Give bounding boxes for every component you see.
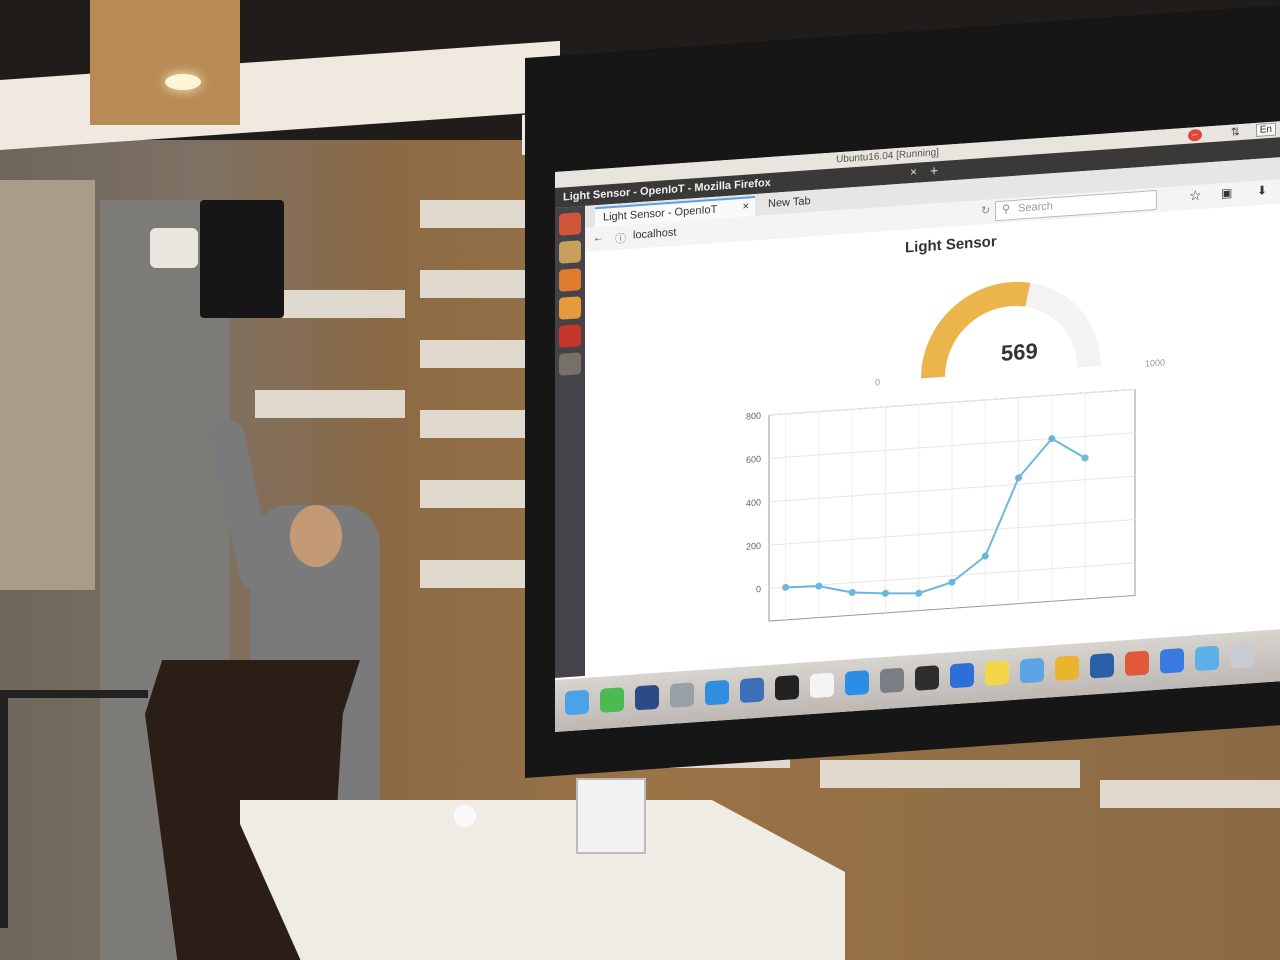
light-gauge	[921, 281, 1101, 379]
calendar-icon[interactable]	[810, 672, 834, 699]
ceiling-downlight	[165, 74, 201, 90]
search-icon: ⚲	[1002, 203, 1011, 216]
chrome-icon[interactable]	[1055, 655, 1079, 682]
ubuntu-launcher	[555, 205, 585, 678]
data-point	[815, 582, 823, 590]
emergency-light	[150, 228, 198, 268]
data-point	[1015, 474, 1023, 482]
tab-label: New Tab	[768, 195, 811, 211]
notes-icon[interactable]	[985, 660, 1009, 686]
files-icon[interactable]	[559, 240, 581, 264]
preferences-icon[interactable]	[880, 667, 904, 694]
series-line	[785, 437, 1086, 595]
data-point	[881, 589, 889, 597]
gauge-value: 569	[1001, 338, 1038, 366]
wechat-icon[interactable]	[600, 687, 624, 713]
url-bar[interactable]: localhost	[633, 226, 677, 242]
finder-icon[interactable]	[565, 689, 589, 716]
download-icon[interactable]: ⬇	[1257, 183, 1268, 198]
data-point	[848, 588, 856, 596]
info-icon[interactable]: ⓘ	[615, 233, 626, 246]
photoshop-icon[interactable]	[635, 684, 659, 711]
y-tick-label: 600	[746, 454, 761, 465]
firefox-icon[interactable]	[559, 268, 581, 292]
nas-device	[576, 778, 646, 854]
projected-desktop: Ubuntu16.04 [Running] – ⇅ En Light Senso…	[555, 121, 1280, 733]
new-tab-button[interactable]: +	[930, 162, 939, 179]
data-point	[915, 589, 923, 597]
presenter-head	[290, 505, 342, 567]
xmind-icon[interactable]	[1125, 650, 1149, 677]
y-tick-label: 0	[756, 584, 761, 594]
wall-slat	[820, 760, 1080, 788]
keynote-icon[interactable]	[950, 662, 974, 689]
dash-icon[interactable]	[559, 212, 581, 236]
light-bulb	[454, 805, 476, 827]
settings-icon[interactable]	[559, 324, 581, 348]
software-icon[interactable]	[559, 296, 581, 320]
gauge-min-label: 0	[875, 377, 881, 388]
bookmark-star-icon[interactable]: ☆	[1189, 186, 1202, 204]
finder2-icon[interactable]	[1195, 645, 1219, 672]
safari-icon[interactable]	[705, 679, 729, 706]
wall-slat	[255, 390, 405, 418]
data-point	[1081, 454, 1089, 462]
data-point	[948, 578, 956, 586]
tab-close-icon[interactable]: ×	[742, 200, 749, 213]
close-icon[interactable]: ×	[910, 164, 918, 180]
virtualbox-icon[interactable]	[1090, 652, 1114, 679]
ceiling-beam	[90, 0, 240, 125]
library-icon[interactable]: ▣	[1221, 185, 1233, 201]
network-icon: ⇅	[1230, 126, 1240, 139]
launchpad-icon[interactable]	[670, 682, 694, 708]
folder-icon[interactable]	[1020, 657, 1044, 684]
wall-slat	[1100, 780, 1280, 808]
data-point	[782, 583, 790, 591]
front-desk	[240, 800, 845, 960]
mail-icon[interactable]	[1160, 648, 1184, 674]
y-tick-label: 800	[746, 411, 761, 422]
search-placeholder: Search	[1018, 200, 1053, 215]
web-page: Light Sensor 569 0 1000 800 600 400 200 0	[585, 203, 1280, 678]
terminal-icon[interactable]	[915, 665, 939, 691]
appstore-icon[interactable]	[845, 670, 869, 696]
keyboard-layout-indicator[interactable]: En	[1255, 122, 1276, 137]
stacked-chairs	[0, 690, 148, 928]
gauge-max-label: 1000	[1145, 357, 1166, 369]
qq-icon[interactable]	[775, 674, 799, 701]
data-point	[981, 552, 989, 560]
y-tick-label: 200	[746, 541, 761, 552]
screen-icon[interactable]	[740, 677, 764, 704]
reload-icon[interactable]: ↻	[981, 204, 991, 218]
terminal-icon[interactable]	[559, 352, 581, 376]
y-tick-label: 400	[746, 497, 761, 508]
gauge-title: Light Sensor	[905, 233, 997, 257]
gauge-fill	[921, 281, 1031, 379]
trash-icon[interactable]	[1230, 643, 1254, 669]
window-blind	[0, 180, 95, 590]
wall-speaker	[200, 200, 284, 318]
light-history-chart: 800 600 400 200 0	[746, 388, 1136, 622]
data-point	[1048, 435, 1056, 443]
back-button[interactable]: ←	[593, 231, 604, 245]
